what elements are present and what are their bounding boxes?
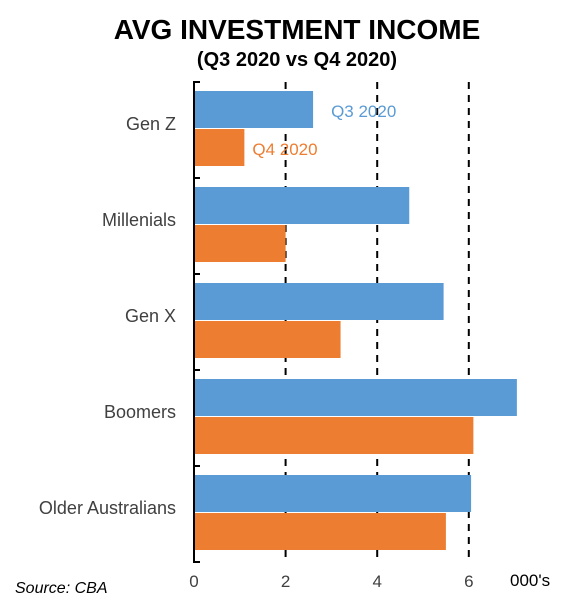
bar-older-australians-q4-2020 [194, 513, 446, 550]
bar-older-australians-q3-2020 [194, 475, 472, 512]
category-label-millenials: Millenials [102, 210, 176, 230]
category-label-older-australians: Older Australians [39, 498, 176, 518]
chart-title: AVG INVESTMENT INCOME [114, 14, 481, 45]
bar-boomers-q3-2020 [194, 379, 517, 416]
bar-gen-x-q3-2020 [194, 283, 444, 320]
x-tick-label-4: 4 [372, 572, 381, 591]
bar-gen-z-q4-2020 [194, 129, 245, 166]
x-tick-label-2: 2 [281, 572, 290, 591]
category-label-gen-z: Gen Z [126, 114, 176, 134]
y-axis [193, 81, 200, 563]
bar-millenials-q3-2020 [194, 187, 410, 224]
bar-gen-x-q4-2020 [194, 321, 341, 358]
chart-subtitle: (Q3 2020 vs Q4 2020) [197, 49, 397, 71]
bars: Q3 2020 Q4 2020 [194, 91, 517, 550]
source-note: Source: CBA [15, 580, 107, 597]
bar-millenials-q4-2020 [194, 225, 286, 262]
series-label-q4-2020: Q4 2020 [252, 140, 317, 159]
x-axis-unit-label: 000's [510, 571, 550, 590]
bar-gen-z-q3-2020 [194, 91, 314, 128]
x-tick-labels: 0 2 4 6 [189, 572, 473, 591]
x-tick-label-6: 6 [464, 572, 473, 591]
x-tick-label-0: 0 [189, 572, 198, 591]
category-labels: Gen Z Millenials Gen X Boomers Older Austral… [39, 114, 176, 518]
series-label-q3-2020: Q3 2020 [331, 102, 396, 121]
category-label-gen-x: Gen X [125, 306, 176, 326]
bar-boomers-q4-2020 [194, 417, 474, 454]
category-label-boomers: Boomers [104, 402, 176, 422]
